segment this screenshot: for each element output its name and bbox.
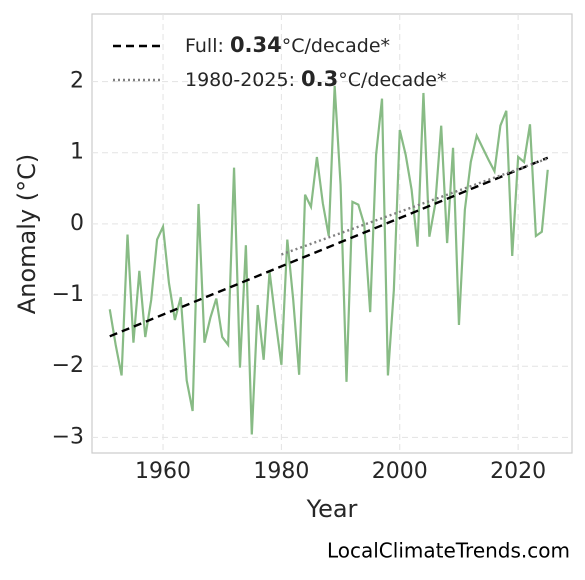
- y-tick-label: −2: [52, 353, 84, 378]
- y-tick-label: 0: [70, 211, 84, 236]
- y-tick-label: 1: [70, 140, 84, 165]
- legend-label-part: 0.34: [230, 33, 282, 57]
- y-tick-label: 2: [70, 69, 84, 94]
- legend-label: 1980-2025: 0.3°C/decade*: [185, 67, 446, 91]
- x-tick-label: 2000: [372, 459, 428, 484]
- legend-label-part: °C/decade*: [338, 69, 446, 91]
- trend-line: [109, 156, 549, 338]
- x-tick-label: 2020: [490, 459, 546, 484]
- legend-label-part: 0.3: [301, 67, 338, 91]
- legend-label-part: °C/decade*: [282, 35, 390, 57]
- x-tick-label: 1980: [253, 459, 309, 484]
- legend-label-part: Full:: [185, 35, 230, 57]
- plot-frame: [91, 13, 573, 454]
- source: LocalClimateTrends.com: [327, 539, 570, 563]
- legend-label-part: 1980-2025:: [185, 69, 301, 91]
- trend-line: [280, 157, 549, 256]
- y-tick-label: −1: [52, 282, 84, 307]
- x-tick-label: 1960: [135, 459, 191, 484]
- y-axis-label: Anomaly (°C): [13, 154, 41, 314]
- x-axis-label: Year: [306, 495, 358, 523]
- y-tick-label: −3: [52, 424, 84, 449]
- legend-label: Full: 0.34°C/decade*: [185, 33, 390, 57]
- data-line: [108, 85, 549, 435]
